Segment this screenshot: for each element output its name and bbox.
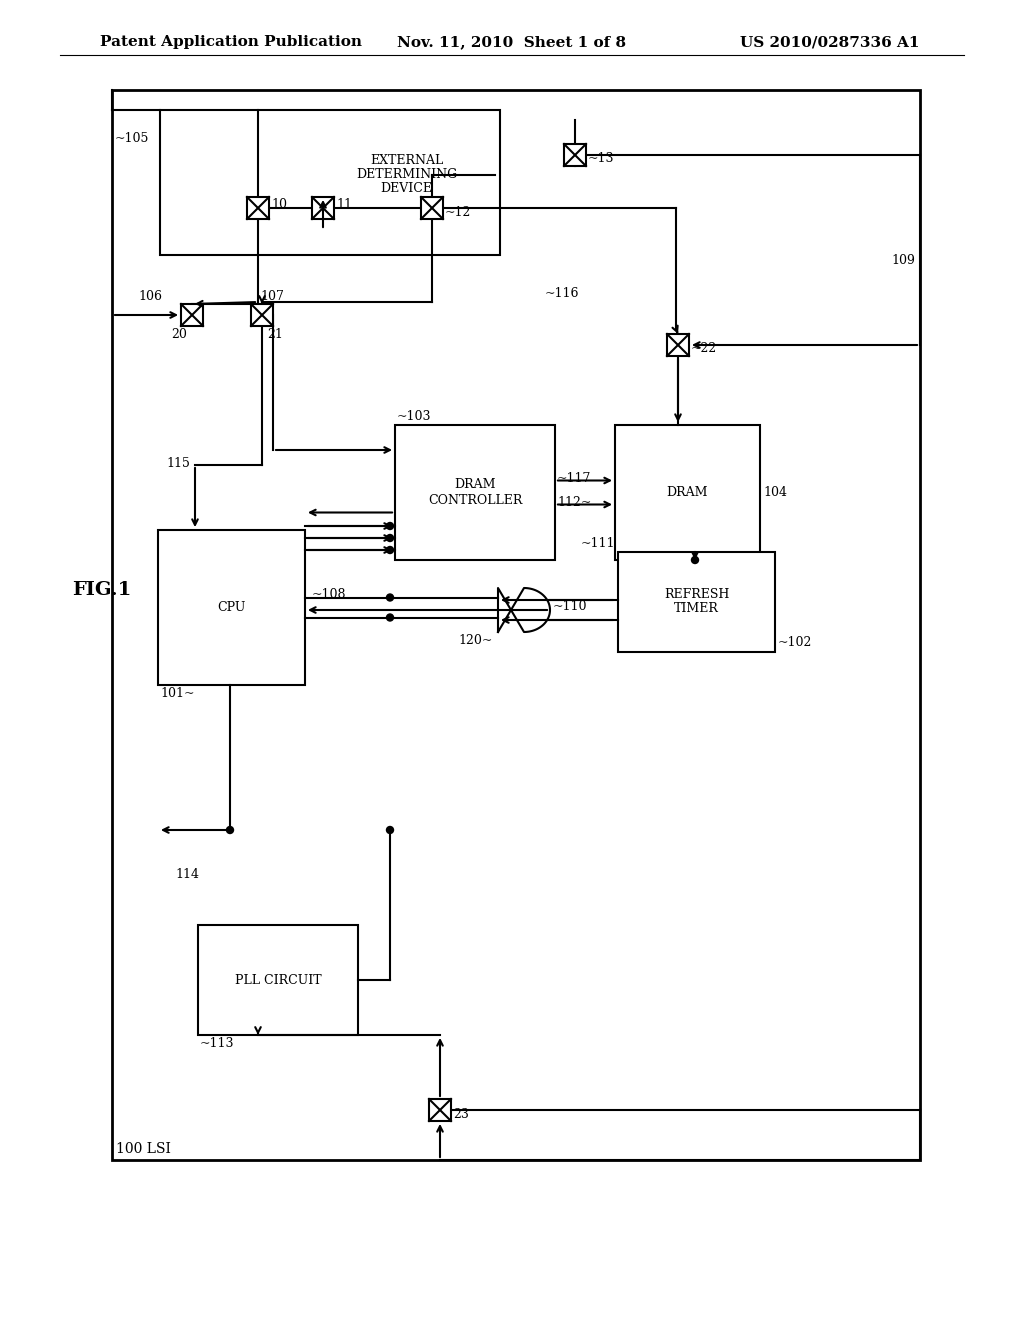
Circle shape: [386, 523, 393, 529]
Text: 21: 21: [267, 327, 283, 341]
Text: DEVICE: DEVICE: [381, 182, 432, 195]
Bar: [198, 925, 358, 1035]
Text: DETERMINING: DETERMINING: [356, 169, 457, 181]
Text: 10: 10: [271, 198, 287, 210]
Bar: [564, 144, 586, 166]
Text: EXTERNAL: EXTERNAL: [370, 154, 443, 168]
Bar: [251, 304, 273, 326]
Circle shape: [226, 826, 233, 833]
Text: FIG.1: FIG.1: [72, 581, 131, 599]
Text: US 2010/0287336 A1: US 2010/0287336 A1: [740, 36, 920, 49]
Text: 109: 109: [891, 253, 915, 267]
Text: ~105: ~105: [115, 132, 150, 145]
Text: Nov. 11, 2010  Sheet 1 of 8: Nov. 11, 2010 Sheet 1 of 8: [397, 36, 627, 49]
Circle shape: [386, 546, 393, 553]
Text: DRAM: DRAM: [667, 486, 709, 499]
Circle shape: [386, 826, 393, 833]
Bar: [618, 552, 775, 652]
Text: CONTROLLER: CONTROLLER: [428, 494, 522, 507]
Text: ~102: ~102: [778, 636, 812, 649]
Bar: [615, 425, 760, 560]
Text: CPU: CPU: [217, 601, 246, 614]
Bar: [181, 304, 203, 326]
Text: ~13: ~13: [588, 153, 614, 165]
Text: 112~: 112~: [557, 495, 592, 508]
Bar: [395, 425, 555, 560]
Text: 23: 23: [453, 1107, 469, 1121]
Bar: [667, 334, 689, 356]
Circle shape: [386, 535, 393, 541]
Text: PLL CIRCUIT: PLL CIRCUIT: [234, 974, 322, 986]
Text: TIMER: TIMER: [674, 602, 719, 615]
Text: 120~: 120~: [459, 634, 493, 647]
Text: Patent Application Publication: Patent Application Publication: [100, 36, 362, 49]
Text: 115: 115: [166, 457, 190, 470]
Text: ~22: ~22: [691, 342, 717, 355]
Circle shape: [386, 614, 393, 620]
Text: 106: 106: [138, 290, 162, 304]
Text: ~111: ~111: [581, 537, 615, 550]
Text: ~113: ~113: [200, 1038, 234, 1049]
Circle shape: [691, 557, 698, 564]
Text: ~117: ~117: [557, 471, 592, 484]
Text: ~103: ~103: [397, 411, 431, 422]
Text: REFRESH: REFRESH: [664, 589, 729, 602]
Bar: [158, 531, 305, 685]
Bar: [160, 110, 500, 255]
Bar: [318, 120, 495, 230]
Text: 100 LSI: 100 LSI: [116, 1142, 171, 1156]
Text: ~12: ~12: [445, 206, 471, 219]
Bar: [112, 90, 920, 1160]
Polygon shape: [498, 587, 550, 632]
Text: DRAM: DRAM: [455, 478, 496, 491]
Text: 20: 20: [171, 327, 187, 341]
Bar: [247, 197, 269, 219]
Bar: [429, 1100, 451, 1121]
Text: 101~: 101~: [160, 686, 195, 700]
Text: ~110: ~110: [553, 599, 588, 612]
Circle shape: [386, 594, 393, 601]
Text: ~108: ~108: [312, 587, 346, 601]
Text: ~116: ~116: [545, 286, 580, 300]
Bar: [312, 197, 334, 219]
Text: 104: 104: [763, 486, 787, 499]
Text: 11: 11: [336, 198, 352, 210]
Text: 114: 114: [175, 869, 199, 882]
Text: 107: 107: [260, 290, 284, 304]
Bar: [421, 197, 443, 219]
